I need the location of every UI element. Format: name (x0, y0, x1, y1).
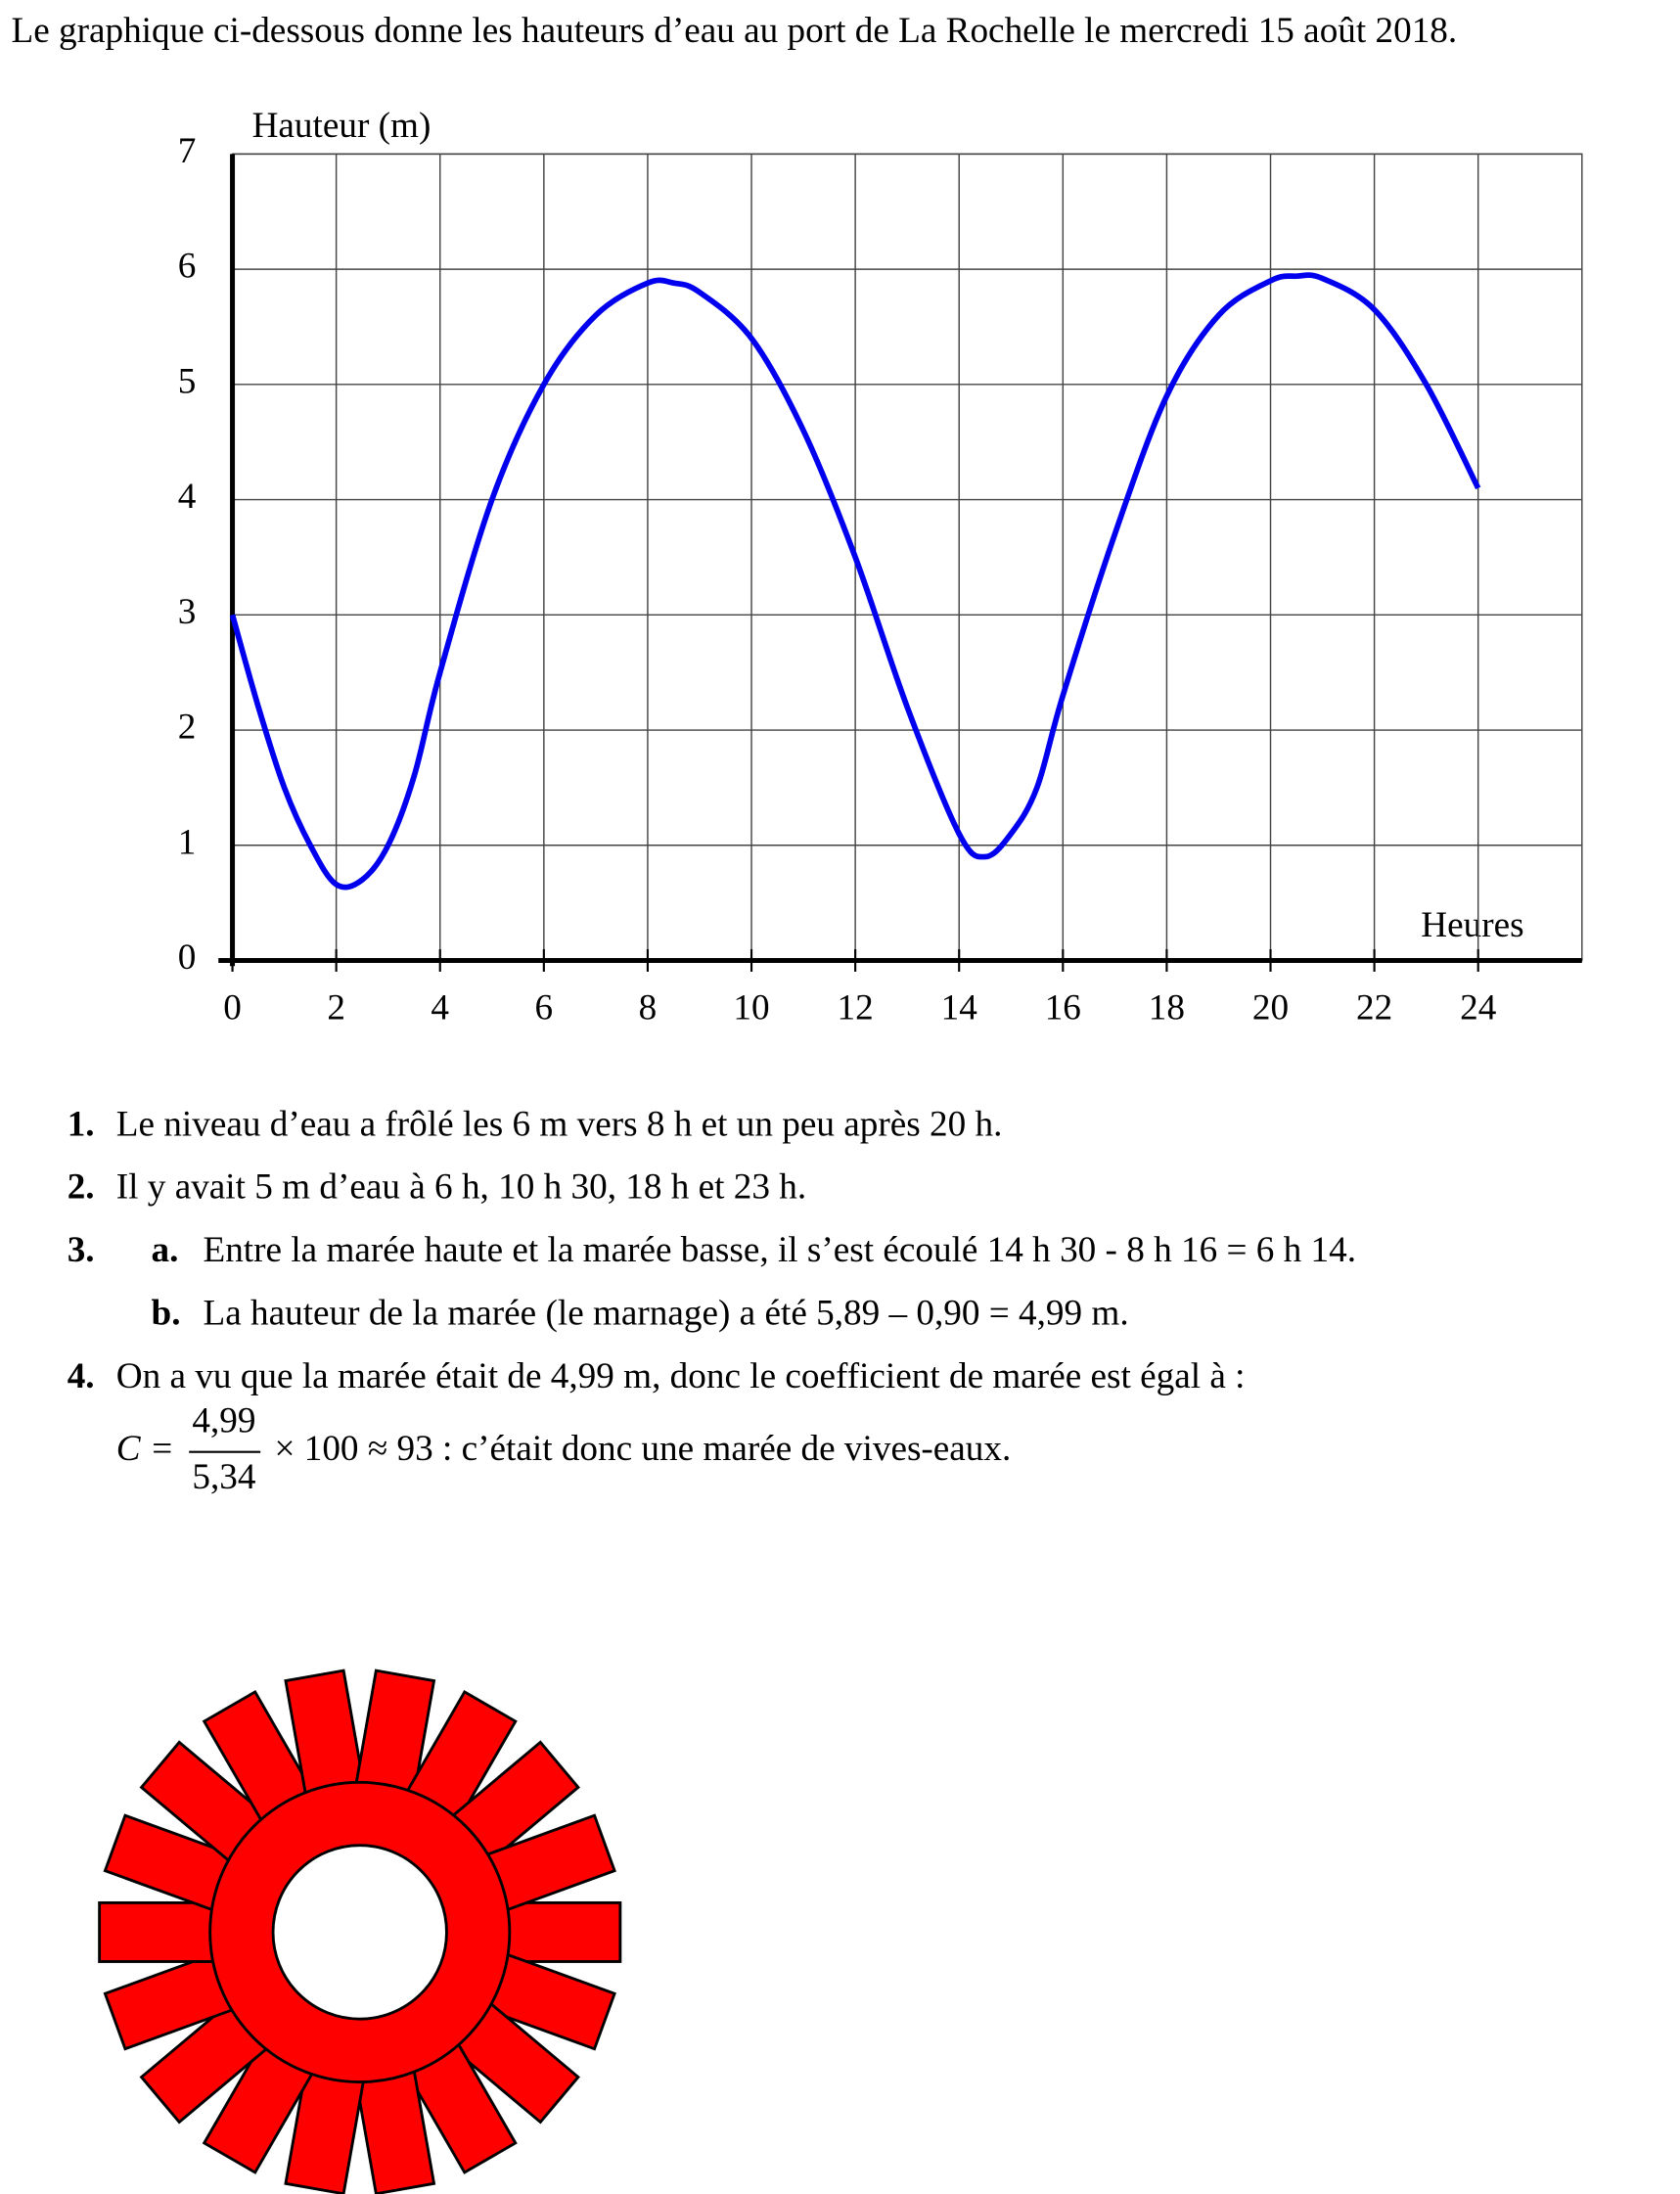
item-text: La hauteur de la marée (le marnage) a ét… (204, 1293, 1129, 1333)
denominator: 5,34 (192, 1457, 255, 1497)
y-tick-label: 2 (178, 708, 197, 748)
item-text: Le niveau d’eau a frôlé les 6 m vers 8 h… (116, 1104, 1003, 1144)
plot-frame (231, 153, 1583, 962)
item-text: On a vu que la marée était de 4,99 m, do… (116, 1356, 1246, 1396)
item-number: 1. (68, 1104, 95, 1144)
sub-letter: a. (152, 1230, 179, 1270)
x-tick-label: 24 (1460, 988, 1497, 1028)
y-tick-label: 6 (178, 247, 197, 287)
x-tick-label: 8 (639, 988, 658, 1028)
x-tick-label: 10 (733, 988, 769, 1028)
formula-lhs: C = (116, 1429, 174, 1469)
gear-tooth (491, 1900, 622, 1963)
x-tick-label: 14 (941, 988, 978, 1028)
tide-curve (229, 272, 1481, 891)
x-tick-label: 22 (1356, 988, 1392, 1028)
gear-tooth (98, 1900, 229, 1963)
x-tick-label: 16 (1045, 988, 1081, 1028)
item-number: 4. (68, 1356, 95, 1396)
gear-figure (98, 1668, 622, 2194)
y-tick-label: 5 (178, 361, 197, 401)
formula-rest: × 100 ≈ 93 : c’était donc une marée de v… (274, 1429, 1011, 1469)
numerator: 4,99 (192, 1401, 255, 1441)
y-tick-label: 3 (178, 592, 197, 632)
item-text: Entre la marée haute et la marée basse, … (204, 1230, 1357, 1270)
x-tick-label: 4 (431, 988, 449, 1028)
x-tick-label: 6 (535, 988, 554, 1028)
y-axis-label: Hauteur (m) (252, 106, 431, 146)
x-tick-label: 20 (1252, 988, 1289, 1028)
item-number: 3. (68, 1230, 95, 1270)
x-tick-label: 18 (1149, 988, 1185, 1028)
x-tick-label: 2 (327, 988, 345, 1028)
y-tick-label: 1 (178, 822, 197, 862)
intro: Le graphique ci-dessous donne les hauteu… (11, 11, 1457, 51)
x-axis-label: Heures (1421, 905, 1523, 945)
y-tick-label: 4 (178, 477, 197, 517)
y-tick-label: 0 (178, 937, 197, 978)
gear-hole (271, 1844, 448, 2021)
item-number: 2. (68, 1167, 95, 1208)
item-text: Il y avait 5 m d’eau à 6 h, 10 h 30, 18 … (116, 1167, 806, 1208)
sub-letter: b. (152, 1293, 181, 1333)
y-tick-label: 7 (178, 131, 197, 171)
x-tick-label: 12 (838, 988, 874, 1028)
x-tick-label: 0 (223, 988, 242, 1028)
